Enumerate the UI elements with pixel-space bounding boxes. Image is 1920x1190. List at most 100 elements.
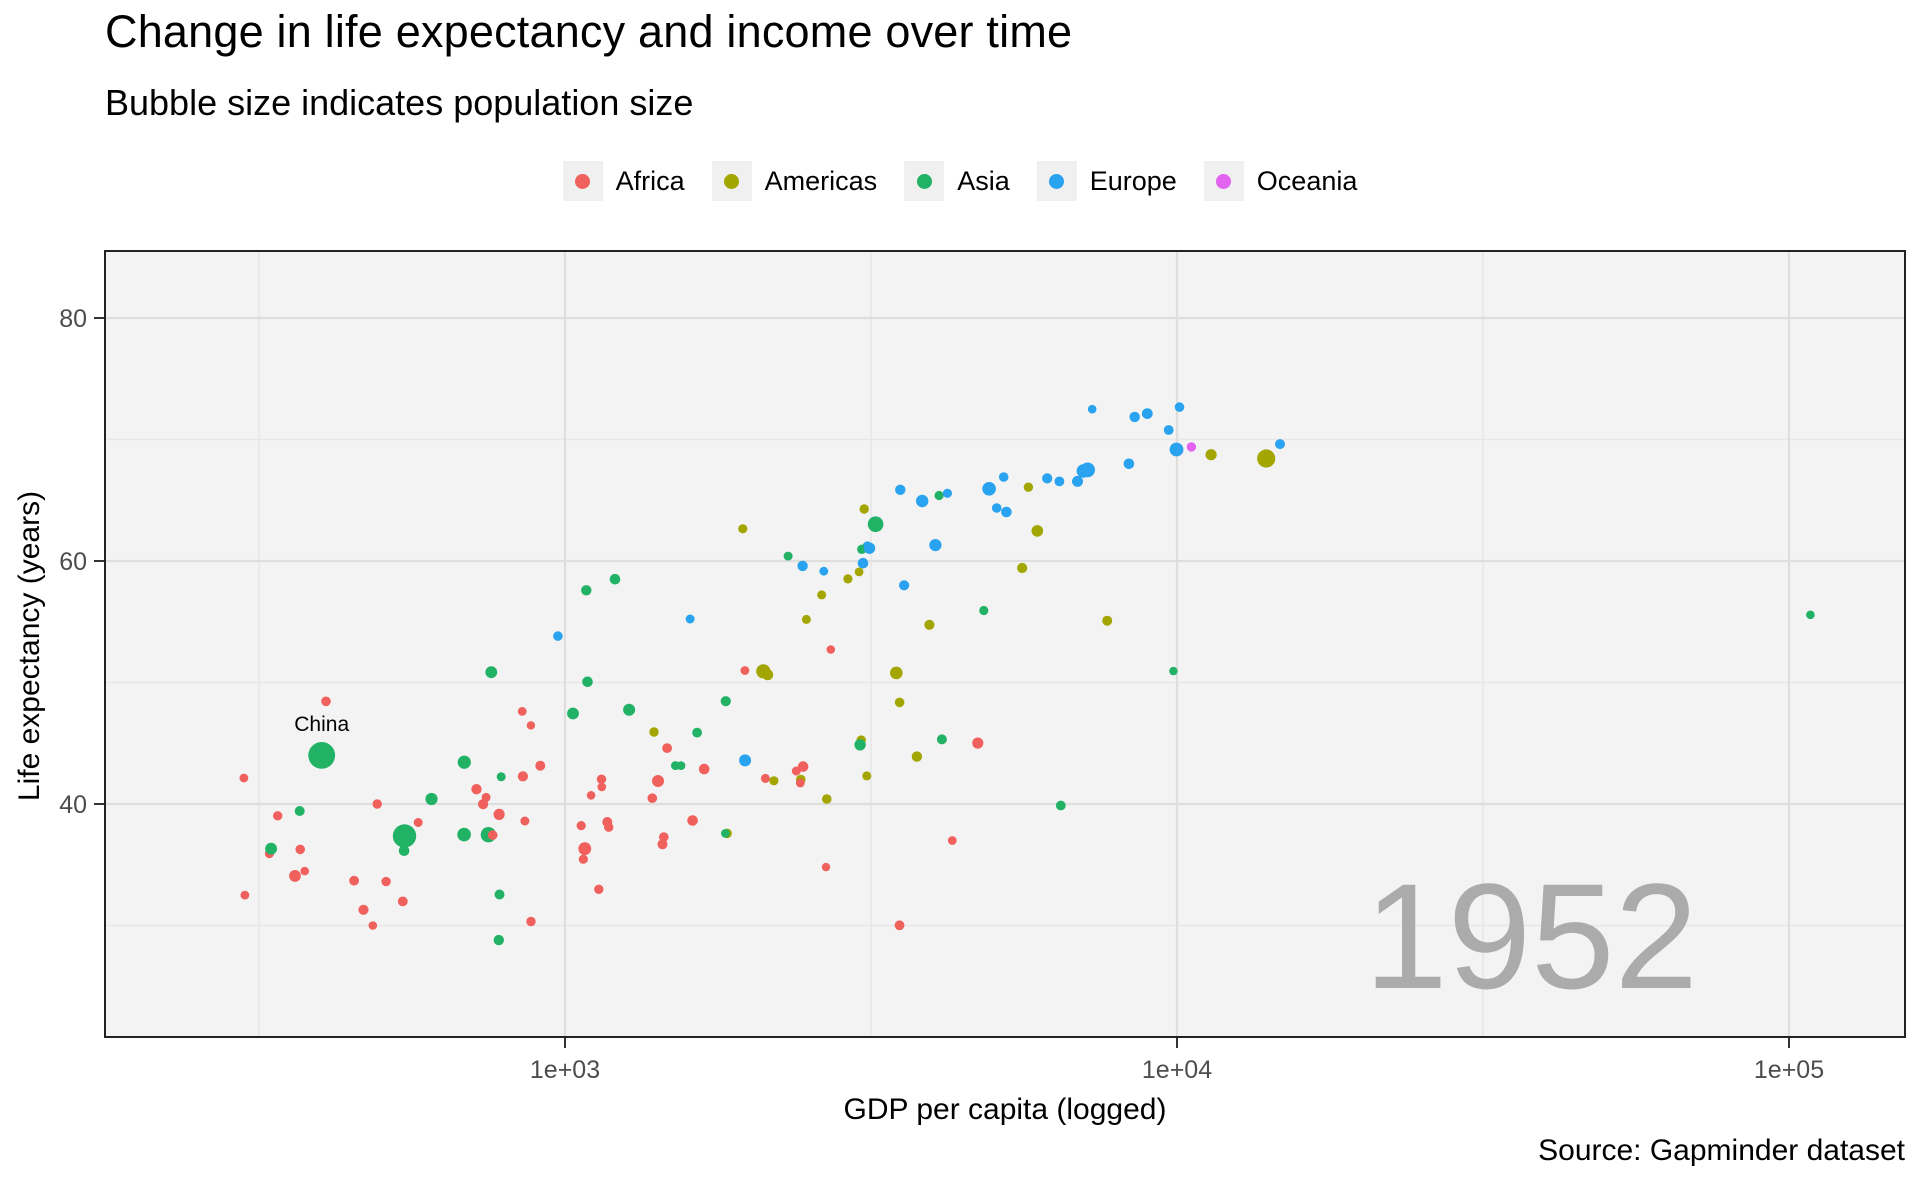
legend-key xyxy=(904,161,945,201)
bubble xyxy=(567,707,579,720)
bubble xyxy=(478,799,489,810)
bubble xyxy=(517,707,527,716)
legend-item-africa: Africa xyxy=(562,161,685,201)
bubble xyxy=(647,793,658,803)
y-tick-label: 40 xyxy=(59,791,87,819)
bubble xyxy=(1129,411,1140,423)
bubble xyxy=(596,774,607,784)
bubble xyxy=(797,560,808,572)
bubble xyxy=(982,482,996,496)
bubble xyxy=(942,488,953,498)
bubble xyxy=(698,763,710,775)
bubble xyxy=(623,703,636,716)
bubble xyxy=(526,916,536,927)
bubble xyxy=(740,666,750,675)
china-annotation: China xyxy=(294,713,349,736)
bubble xyxy=(1169,442,1184,457)
x-tick-label: 1e+04 xyxy=(1142,1056,1212,1084)
bubble xyxy=(300,866,310,876)
bubble xyxy=(762,669,774,681)
legend-dot-icon xyxy=(1216,173,1232,189)
bubble xyxy=(1257,449,1276,468)
legend-key xyxy=(711,161,752,201)
chart-subtitle: Bubble size indicates population size xyxy=(105,82,694,123)
bubble xyxy=(1042,473,1053,484)
bubble xyxy=(929,539,942,552)
bubble xyxy=(795,778,805,788)
legend-item-oceania: Oceania xyxy=(1203,161,1358,201)
x-axis-title: GDP per capita (logged) xyxy=(843,1093,1167,1126)
legend-dot-icon xyxy=(1049,173,1065,189)
bubble xyxy=(520,816,530,826)
bubble xyxy=(1174,402,1185,412)
bubble xyxy=(821,862,831,872)
legend-label: Americas xyxy=(764,165,878,196)
gridlines xyxy=(105,251,1905,1037)
bubble xyxy=(485,666,498,679)
bubble xyxy=(1001,506,1012,518)
bubble xyxy=(1087,404,1097,414)
bubble xyxy=(867,516,884,532)
bubble xyxy=(239,773,249,783)
legend-label: Asia xyxy=(957,165,1010,196)
bubble xyxy=(659,832,669,842)
bubble xyxy=(760,773,770,783)
bubble xyxy=(857,557,869,569)
bubble xyxy=(294,806,305,816)
bubble xyxy=(1031,525,1044,537)
bubble xyxy=(349,875,359,886)
bubble xyxy=(854,567,864,577)
y-axis-title: Life expectancy (years) xyxy=(13,490,46,802)
bubble xyxy=(721,829,730,838)
bubble xyxy=(671,761,680,771)
bubble xyxy=(1102,615,1113,626)
y-tick-label: 80 xyxy=(59,305,87,333)
bubble xyxy=(685,614,695,624)
bubble xyxy=(308,742,336,769)
bubble xyxy=(1080,462,1095,478)
bubble xyxy=(609,573,621,585)
bubble xyxy=(797,761,809,772)
bubble xyxy=(517,771,529,782)
bubble xyxy=(398,845,410,856)
bubble xyxy=(487,830,498,840)
legend-label: Oceania xyxy=(1256,165,1358,196)
bubble xyxy=(1186,442,1197,452)
chart-title: Change in life expectancy and income ove… xyxy=(105,6,1073,57)
bubble xyxy=(739,754,752,767)
legend: Africa Americas Asia Europe Oceania xyxy=(0,161,1920,201)
bubble xyxy=(894,697,905,708)
bubble xyxy=(240,890,250,900)
axis-ticks: 1e+03 1e+04 1e+05 40 60 80 xyxy=(59,305,1824,1084)
bubble xyxy=(265,842,277,855)
legend-dot-icon xyxy=(575,173,591,189)
legend-dot-icon xyxy=(724,173,740,189)
bubble xyxy=(890,666,903,680)
bubble xyxy=(924,619,935,630)
bubble xyxy=(979,605,989,616)
legend-dot-icon xyxy=(916,173,932,189)
bubble xyxy=(1141,408,1153,419)
legend-item-europe: Europe xyxy=(1036,161,1177,201)
bubble xyxy=(783,551,793,561)
bubble xyxy=(392,824,417,848)
bubble xyxy=(576,821,586,831)
bubble xyxy=(863,542,876,554)
bubble xyxy=(413,818,423,827)
bubble xyxy=(1017,562,1028,574)
bubble xyxy=(321,696,331,707)
bubble xyxy=(594,884,604,894)
bubble xyxy=(397,896,408,907)
bubble xyxy=(457,755,471,769)
bubble xyxy=(819,566,829,576)
bubble xyxy=(947,836,957,845)
bubble xyxy=(652,775,664,787)
bubble xyxy=(597,782,607,792)
bubble xyxy=(535,760,546,771)
bubble xyxy=(471,784,482,795)
bubble xyxy=(662,743,672,753)
year-watermark: 1952 xyxy=(1364,852,1698,1020)
bubble xyxy=(273,811,283,821)
bubble xyxy=(604,822,614,832)
bubble xyxy=(1163,425,1174,435)
